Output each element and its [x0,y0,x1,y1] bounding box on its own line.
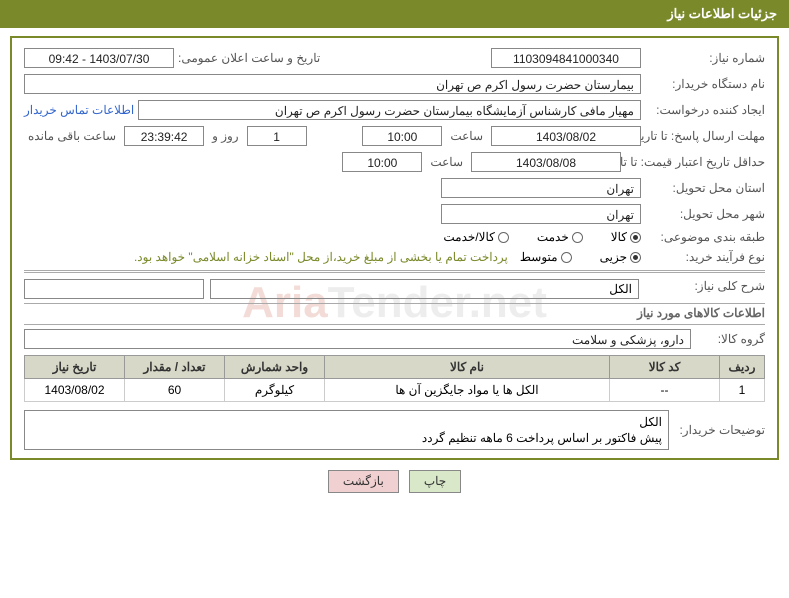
radio-goods-service-label: کالا/خدمت [443,230,494,244]
purchase-type-label: نوع فرآیند خرید: [645,250,765,264]
row-delivery-province: استان محل تحویل: تهران [24,178,765,198]
requester-value: مهیار مافی کارشناس آزمایشگاه بیمارستان ح… [138,100,641,120]
radio-service[interactable]: خدمت [537,230,583,244]
goods-section-title: اطلاعات کالاهای مورد نیاز [24,306,765,320]
need-number-value: 1103094841000340 [491,48,641,68]
divider-3 [24,324,765,325]
buyer-org-label: نام دستگاه خریدار: [645,77,765,91]
row-category: طبقه بندی موضوعی: کالا خدمت کالا/خدمت [24,230,765,244]
response-deadline-date: 1403/08/02 [491,126,641,146]
radio-goods[interactable]: کالا [611,230,641,244]
general-desc-label: شرح کلی نیاز: [645,279,765,293]
radio-service-icon [572,232,583,243]
need-number-label: شماره نیاز: [645,51,765,65]
th-row: ردیف [720,356,765,379]
buyer-notes-box: الکل پیش فاکتور بر اساس پرداخت 6 ماهه تن… [24,410,669,450]
page-title: جزئیات اطلاعات نیاز [667,6,777,21]
td-row: 1 [720,379,765,402]
delivery-city-label: شهر محل تحویل: [645,207,765,221]
radio-medium-label: متوسط [520,250,558,264]
response-days-label: روز و [212,129,239,143]
radio-partial-label: جزیی [600,250,627,264]
row-purchase-type: نوع فرآیند خرید: جزیی متوسط پرداخت تمام … [24,250,765,264]
row-need-number: شماره نیاز: 1103094841000340 تاریخ و ساع… [24,48,765,68]
announce-label: تاریخ و ساعت اعلان عمومی: [178,51,320,65]
buyer-notes-label: توضیحات خریدار: [675,423,765,437]
td-date: 1403/08/02 [25,379,125,402]
back-button[interactable]: بازگشت [328,470,399,493]
buyer-contact-link[interactable]: اطلاعات تماس خریدار [24,103,134,117]
th-unit: واحد شمارش [225,356,325,379]
td-code: -- [610,379,720,402]
th-name: نام کالا [325,356,610,379]
row-response-deadline: مهلت ارسال پاسخ: تا تاریخ: 1403/08/02 سا… [24,126,765,146]
goods-group-value: دارو، پزشکی و سلامت [24,329,691,349]
th-date: تاریخ نیاز [25,356,125,379]
radio-goods-label: کالا [611,230,627,244]
row-buyer-org: نام دستگاه خریدار: بیمارستان حضرت رسول ا… [24,74,765,94]
delivery-city-value: تهران [441,204,641,224]
delivery-province-value: تهران [441,178,641,198]
price-validity-label: حداقل تاریخ اعتبار قیمت: تا تاریخ: [625,155,765,169]
buyer-org-value: بیمارستان حضرت رسول اکرم ص تهران [24,74,641,94]
radio-medium-icon [561,252,572,263]
table-row: 1 -- الکل ها یا مواد جایگزین آن ها کیلوگ… [25,379,765,402]
row-delivery-city: شهر محل تحویل: تهران [24,204,765,224]
goods-table: ردیف کد کالا نام کالا واحد شمارش تعداد /… [24,355,765,402]
category-label: طبقه بندی موضوعی: [645,230,765,244]
td-qty: 60 [125,379,225,402]
radio-medium[interactable]: متوسط [520,250,572,264]
radio-goods-icon [630,232,641,243]
divider-2 [24,303,765,304]
buyer-notes-line1: الکل [31,414,662,430]
row-buyer-notes: توضیحات خریدار: الکل پیش فاکتور بر اساس … [24,410,765,450]
th-code: کد کالا [610,356,720,379]
general-desc-extra-input[interactable] [24,279,204,299]
th-qty: تعداد / مقدار [125,356,225,379]
price-validity-time-label: ساعت [430,155,463,169]
radio-partial[interactable]: جزیی [600,250,641,264]
response-deadline-label: مهلت ارسال پاسخ: تا تاریخ: [645,129,765,143]
price-validity-date: 1403/08/08 [471,152,621,172]
radio-goods-service[interactable]: کالا/خدمت [443,230,508,244]
response-deadline-time: 10:00 [362,126,442,146]
table-header-row: ردیف کد کالا نام کالا واحد شمارش تعداد /… [25,356,765,379]
radio-partial-icon [630,252,641,263]
response-days: 1 [247,126,307,146]
td-unit: کیلوگرم [225,379,325,402]
delivery-province-label: استان محل تحویل: [645,181,765,195]
payment-note: پرداخت تمام یا بخشی از مبلغ خرید،از محل … [134,250,508,264]
divider-1 [24,270,765,273]
response-remaining-label: ساعت باقی مانده [28,129,116,143]
general-desc-value: الکل [210,279,639,299]
announce-value: 1403/07/30 - 09:42 [24,48,174,68]
response-time-label: ساعت [450,129,483,143]
row-goods-group: گروه کالا: دارو، پزشکی و سلامت [24,329,765,349]
button-row: چاپ بازگشت [0,470,789,493]
radio-goods-service-icon [498,232,509,243]
row-requester: ایجاد کننده درخواست: مهیار مافی کارشناس … [24,100,765,120]
buyer-notes-line2: پیش فاکتور بر اساس پرداخت 6 ماهه تنظیم گ… [31,430,662,446]
print-button[interactable]: چاپ [409,470,461,493]
requester-label: ایجاد کننده درخواست: [645,103,765,117]
row-price-validity: حداقل تاریخ اعتبار قیمت: تا تاریخ: 1403/… [24,152,765,172]
goods-group-label: گروه کالا: [695,332,765,346]
price-validity-time: 10:00 [342,152,422,172]
response-countdown: 23:39:42 [124,126,204,146]
td-name: الکل ها یا مواد جایگزین آن ها [325,379,610,402]
main-frame: AriaTender.net شماره نیاز: 1103094841000… [10,36,779,460]
page-header: جزئیات اطلاعات نیاز [0,0,789,28]
row-general-desc: شرح کلی نیاز: الکل [24,279,765,299]
radio-service-label: خدمت [537,230,569,244]
